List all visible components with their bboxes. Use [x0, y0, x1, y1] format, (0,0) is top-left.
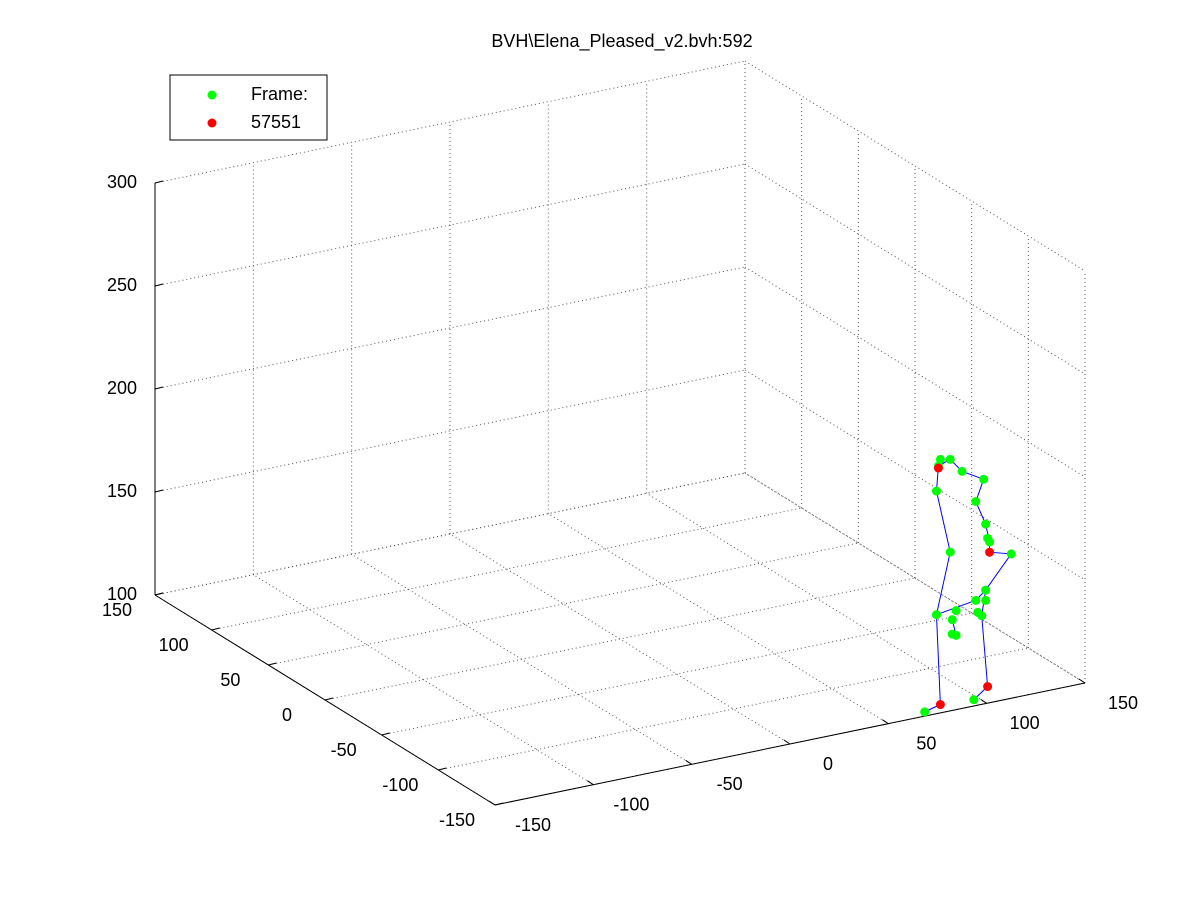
y-tick [438, 767, 447, 771]
grid-line [438, 647, 1029, 771]
y-tick-label: 0 [282, 705, 292, 725]
legend-marker [207, 90, 217, 100]
marker [983, 682, 993, 692]
marker [957, 466, 967, 476]
marker [971, 496, 981, 506]
marker [971, 595, 981, 605]
y-tick [211, 627, 220, 631]
z-tick-label: 200 [107, 378, 137, 398]
x-tick [685, 759, 692, 765]
z-tick-label: 150 [107, 481, 137, 501]
x-tick-label: 150 [1108, 693, 1138, 713]
x-tick-label: -100 [613, 794, 649, 814]
y-tick-label: 100 [159, 635, 189, 655]
legend-label: Frame: [251, 84, 308, 104]
z-tick-label: 300 [107, 172, 137, 192]
x-tick-label: -150 [515, 815, 551, 835]
marker [935, 700, 945, 710]
marker [981, 595, 991, 605]
grid-line [154, 472, 746, 596]
z-tick [154, 489, 164, 493]
y-tick-label: -50 [331, 740, 357, 760]
marker [951, 630, 961, 640]
z-tick [154, 386, 164, 390]
z-tick-label: 100 [107, 584, 137, 604]
x-tick-label: -50 [717, 774, 743, 794]
y-tick-label: 150 [102, 600, 132, 620]
marker [945, 547, 955, 557]
y-tick-label: -150 [439, 810, 475, 830]
grid-line [268, 542, 859, 666]
legend-label: 57551 [251, 112, 301, 132]
x-tick [882, 719, 889, 725]
x-tick [980, 698, 987, 704]
marker [945, 454, 955, 464]
marker [985, 547, 995, 557]
x-tick-label: 100 [1010, 713, 1040, 733]
z-tick-label: 250 [107, 275, 137, 295]
grid-line [324, 577, 916, 701]
marker [977, 611, 987, 621]
y-tick-label: -100 [382, 775, 418, 795]
grid-line [154, 266, 746, 390]
y-tick [381, 732, 390, 736]
y-tick [154, 592, 164, 596]
x-tick [488, 800, 496, 806]
marker [981, 519, 991, 529]
legend-box [169, 74, 328, 141]
z-tick [154, 180, 164, 184]
marker [933, 463, 943, 473]
y-tick [494, 802, 504, 806]
x-tick-label: 50 [916, 733, 936, 753]
z-tick [154, 283, 164, 287]
marker [1006, 549, 1016, 559]
chart-title: BVH\Elena_Pleased_v2.bvh:592 [491, 31, 752, 52]
grid-line [154, 163, 746, 287]
marker [985, 537, 995, 547]
marker [981, 585, 991, 595]
x-tick [1078, 678, 1086, 684]
y-tick-label: 50 [220, 670, 240, 690]
marker [951, 606, 961, 616]
marker [979, 474, 989, 484]
grid-line [381, 612, 972, 736]
marker [947, 615, 957, 625]
grid-line [154, 369, 746, 493]
grid-line [211, 507, 802, 631]
x-tick-label: 0 [823, 754, 833, 774]
legend: Frame: 57551 [169, 74, 328, 141]
x-tick [587, 780, 594, 786]
legend-marker [207, 118, 217, 128]
grid-line [154, 60, 746, 184]
y-tick [268, 662, 277, 666]
y-tick [324, 697, 334, 701]
marker [920, 707, 930, 717]
marker [931, 486, 941, 496]
x-tick [783, 739, 791, 745]
marker [969, 695, 979, 705]
marker [931, 610, 941, 620]
